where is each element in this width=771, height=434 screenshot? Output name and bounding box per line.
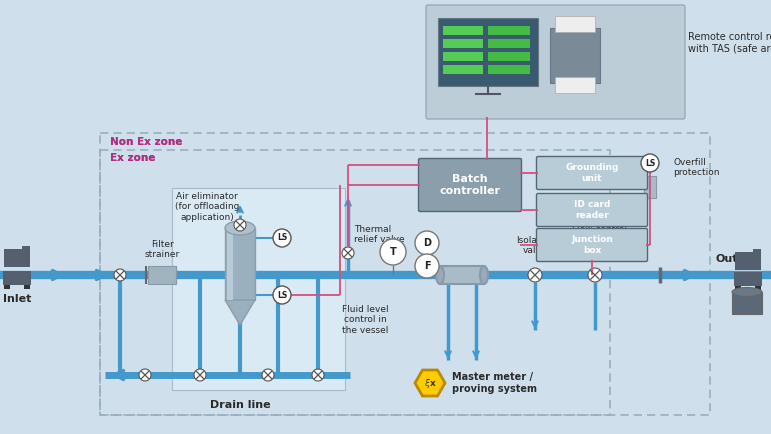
Circle shape [273,286,291,304]
Circle shape [588,268,602,282]
Circle shape [342,247,354,259]
Bar [555,16,595,32]
Bar [438,18,538,86]
Bar [488,52,530,61]
Text: D: D [423,238,431,248]
Bar [735,252,753,270]
Bar [550,28,600,83]
Text: ID card
reader: ID card reader [574,201,610,220]
Text: Non Ex zone: Non Ex zone [110,137,183,147]
Bar [443,39,483,48]
Text: LS: LS [277,290,287,299]
Ellipse shape [225,221,255,235]
Bar [734,272,762,286]
Text: Non Ex zone: Non Ex zone [110,137,183,147]
Circle shape [415,254,439,278]
Polygon shape [225,300,255,325]
Bar [100,150,610,415]
Bar [488,65,530,74]
Text: Thermal
relief valve: Thermal relief valve [354,225,405,244]
Circle shape [312,369,324,381]
Bar [443,52,483,61]
Text: Flow control
set/stop
valve: Flow control set/stop valve [573,225,628,255]
Bar [100,133,710,415]
FancyBboxPatch shape [537,157,648,190]
Text: Drain line: Drain line [210,400,271,410]
Ellipse shape [732,287,762,296]
Bar [440,266,484,284]
Text: Isolation
valve: Isolation valve [516,236,554,255]
Circle shape [528,268,542,282]
Text: Fluid level
control in
the vessel: Fluid level control in the vessel [342,305,389,335]
Bar [488,39,530,48]
Bar [555,77,595,93]
Bar [225,228,255,300]
Bar [752,249,761,270]
Circle shape [641,154,659,172]
Text: F: F [424,261,430,271]
Text: Master meter /
proving system: Master meter / proving system [452,372,537,394]
Bar [755,286,761,290]
Bar [644,176,656,198]
Bar [24,285,30,289]
Text: Ex zone: Ex zone [110,153,156,163]
Bar [3,271,31,285]
Bar [22,246,30,267]
Text: Junction
box: Junction box [571,235,613,255]
FancyBboxPatch shape [419,158,521,211]
Bar [4,285,10,289]
Bar [488,26,530,35]
Bar [443,26,483,35]
Text: Batch
controller: Batch controller [439,174,500,196]
Text: Grounding
unit: Grounding unit [565,163,618,183]
Bar [443,65,483,74]
FancyBboxPatch shape [537,228,648,262]
Text: LS: LS [277,233,287,243]
FancyBboxPatch shape [426,5,685,119]
Circle shape [380,239,406,265]
Text: Filter
strainer: Filter strainer [144,240,180,259]
Ellipse shape [480,266,488,284]
Circle shape [262,369,274,381]
Circle shape [114,269,126,281]
Text: Remote control room
with TAS (safe area): Remote control room with TAS (safe area) [688,32,771,54]
Text: Ex zone: Ex zone [110,153,156,163]
Text: T: T [389,247,396,257]
Circle shape [194,369,206,381]
Circle shape [234,219,246,231]
Text: Outlet: Outlet [715,254,755,264]
Ellipse shape [436,266,444,284]
Bar [227,228,233,300]
Text: LS: LS [645,158,655,168]
Text: Air eliminator
(for offloading
application): Air eliminator (for offloading applicati… [175,192,239,222]
Text: $\xi$x: $\xi$x [423,378,436,391]
Circle shape [139,369,151,381]
Circle shape [415,231,439,255]
Bar [148,266,176,284]
Bar [172,188,345,390]
FancyBboxPatch shape [537,194,648,227]
Circle shape [273,229,291,247]
Bar [732,292,762,314]
Text: Inlet: Inlet [3,294,31,304]
Bar [4,249,22,267]
Text: Overfill
protection: Overfill protection [673,158,719,178]
Bar [735,286,741,290]
